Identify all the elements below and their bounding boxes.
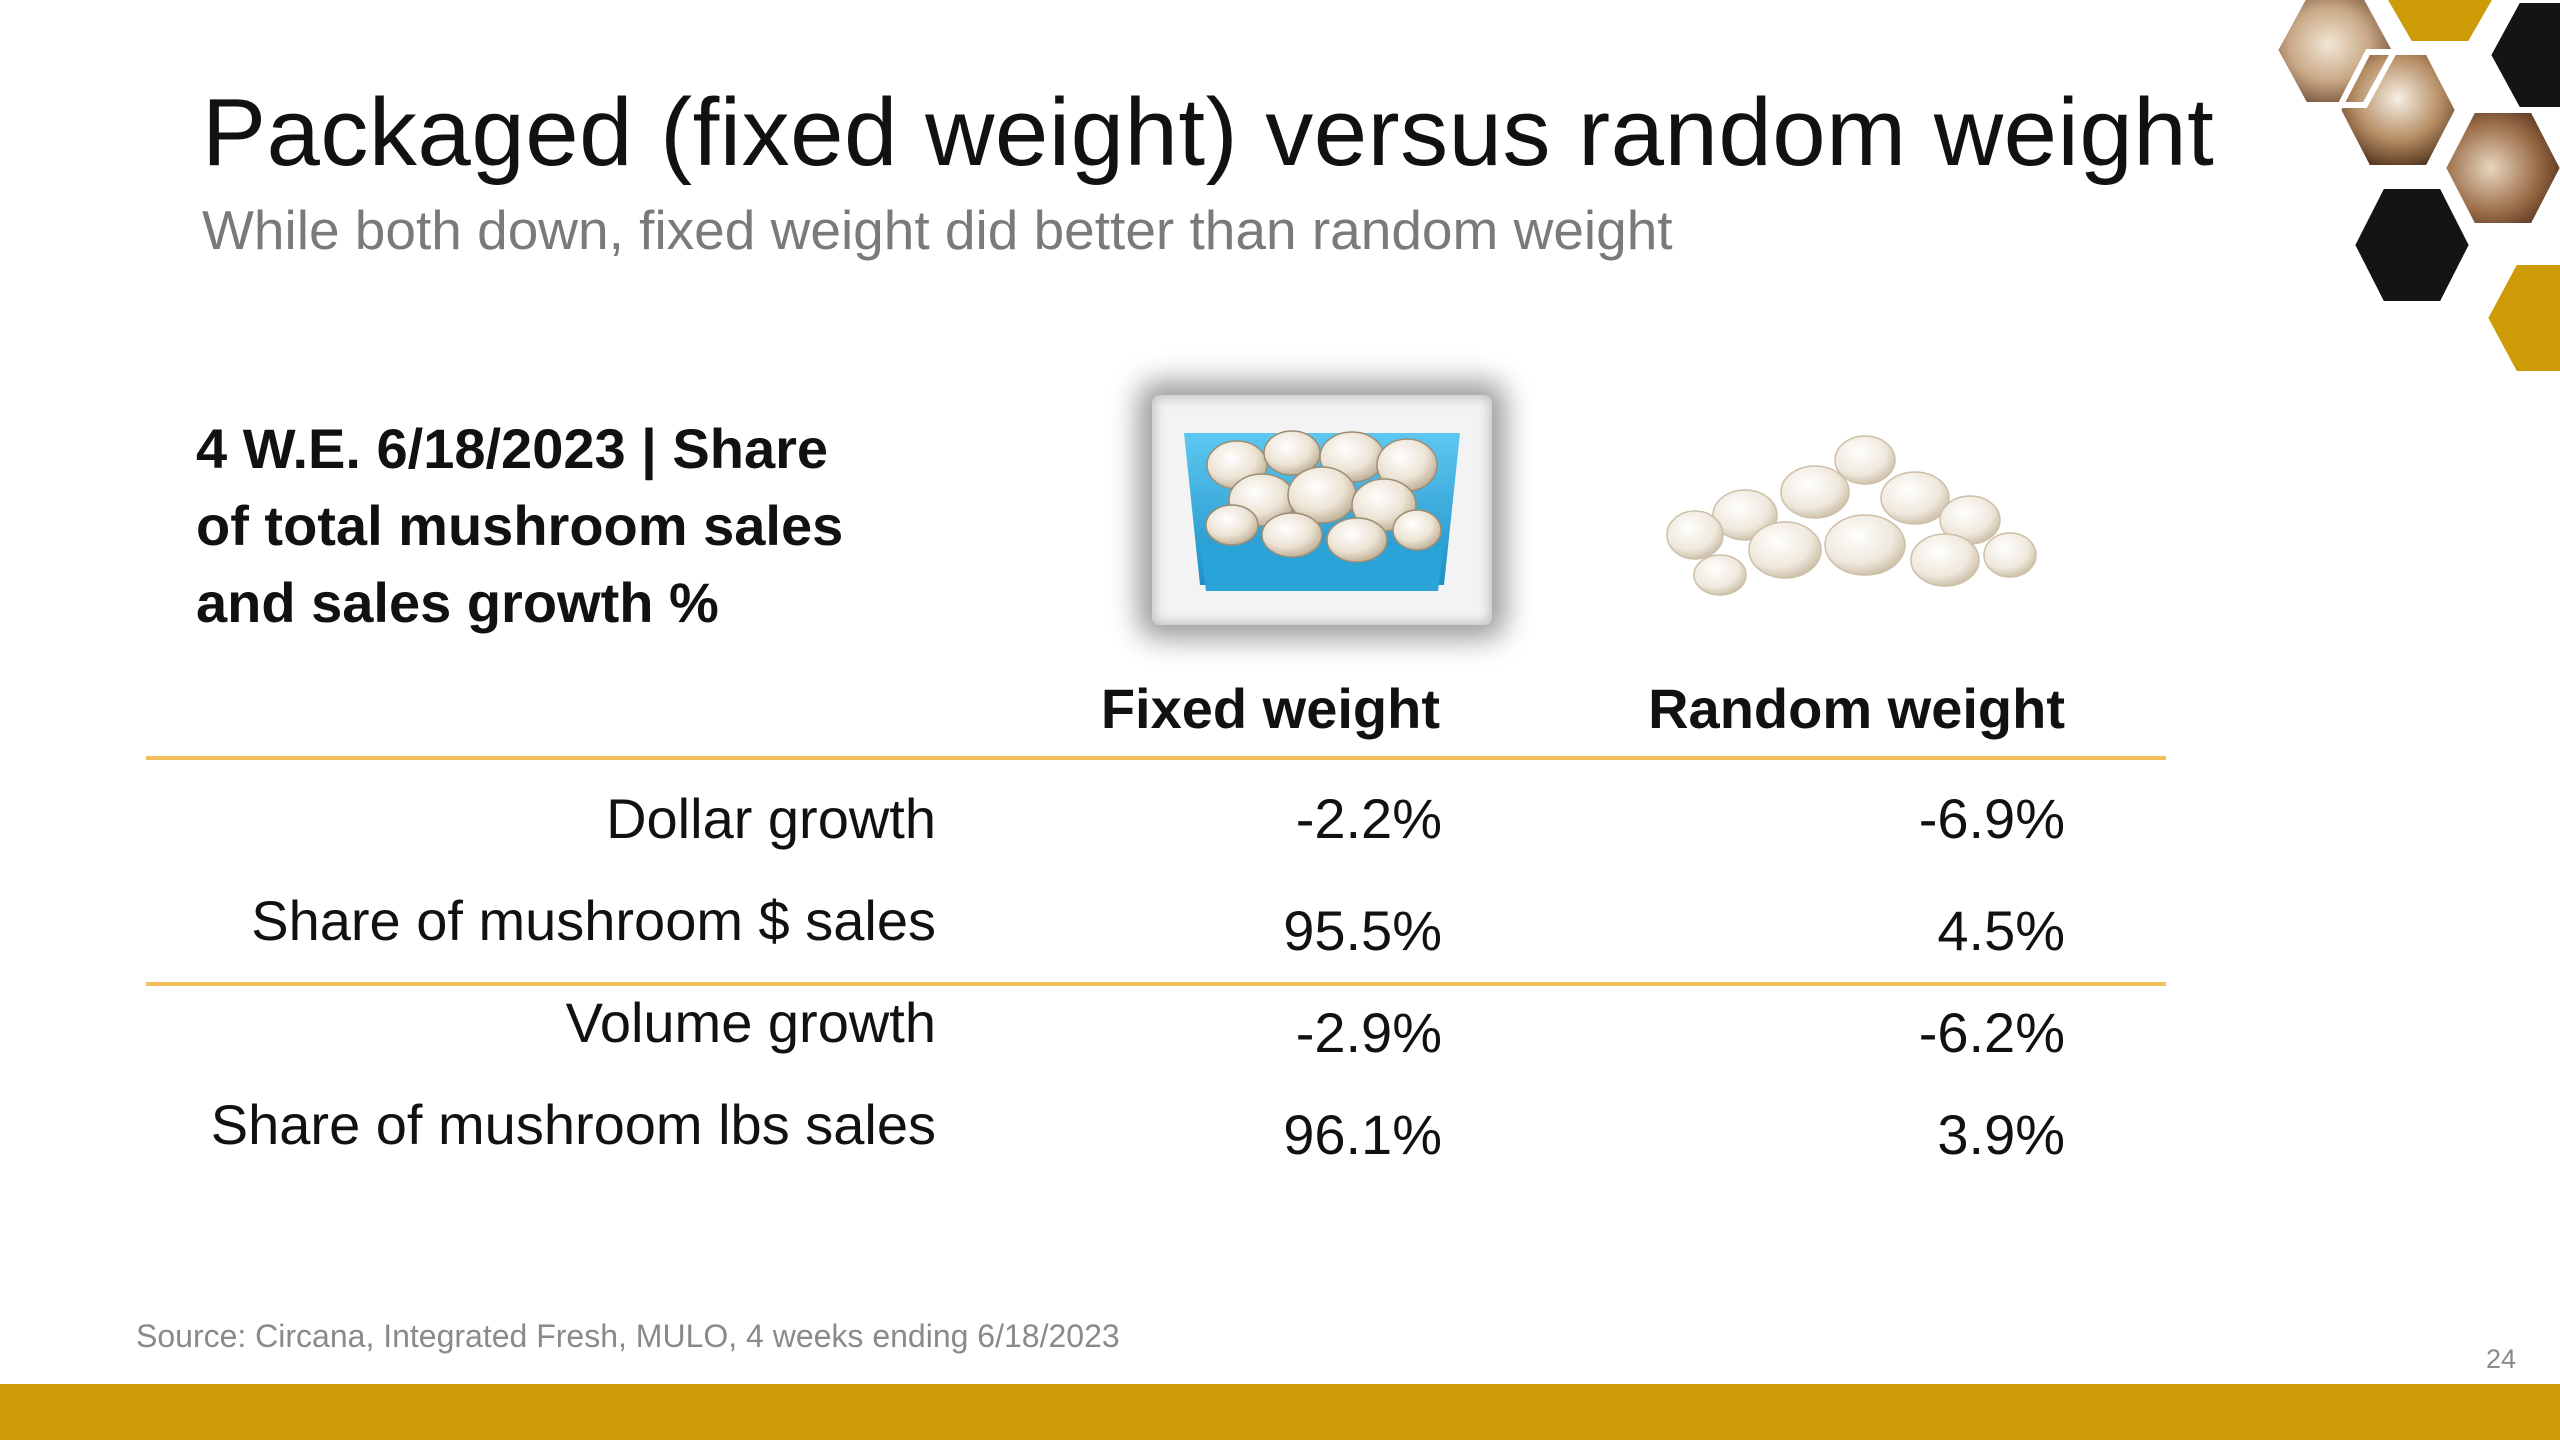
- cell-fixed-dollar-growth: -2.2%: [1295, 787, 1442, 850]
- cell-fixed-dollar-share: 95.5%: [1283, 899, 1442, 962]
- table-heading-line-2: of total mushroom sales: [196, 494, 844, 557]
- table-heading: 4 W.E. 6/18/2023 | Share of total mushro…: [196, 410, 956, 641]
- cell-random-volume-growth: -6.2%: [1918, 1001, 2065, 1064]
- hex-gold-1: [2384, 0, 2496, 44]
- column-header-random-weight: Random weight: [1648, 677, 2065, 740]
- cell-random-lbs-share: 3.9%: [1937, 1103, 2065, 1166]
- cell-random-dollar-growth: -6.9%: [1918, 787, 2065, 850]
- source-note: Source: Circana, Integrated Fresh, MULO,…: [136, 1318, 1120, 1354]
- packaged-mushrooms-image: [1152, 395, 1492, 625]
- row-label-dollar-share: Share of mushroom $ sales: [251, 889, 936, 952]
- slide-title: Packaged (fixed weight) versus random we…: [202, 79, 2215, 186]
- honeycomb-decoration: [2271, 0, 2560, 377]
- table-heading-line-1: 4 W.E. 6/18/2023 | Share: [196, 417, 829, 480]
- loose-mushrooms-image: [1666, 435, 2037, 596]
- row-label-lbs-share: Share of mushroom lbs sales: [210, 1093, 936, 1156]
- table-divider-middle: [146, 982, 2166, 986]
- cell-fixed-volume-growth: -2.9%: [1295, 1001, 1442, 1064]
- row-label-volume-growth: Volume growth: [565, 991, 936, 1054]
- table-divider-top: [146, 756, 2166, 760]
- row-label-dollar-growth: Dollar growth: [606, 787, 936, 850]
- column-header-fixed-weight: Fixed weight: [1100, 677, 1440, 740]
- page-number: 24: [2485, 1344, 2516, 1374]
- footer-band: [0, 1384, 2560, 1440]
- slide-subtitle: While both down, fixed weight did better…: [202, 199, 1673, 261]
- hex-gold-2: [2485, 262, 2560, 374]
- hex-black-2: [2352, 186, 2472, 304]
- hex-photo-2: [2338, 52, 2458, 168]
- table-heading-line-3: and sales growth %: [196, 571, 719, 634]
- cell-random-dollar-share: 4.5%: [1937, 899, 2065, 962]
- hex-photo-3: [2443, 110, 2560, 226]
- cell-fixed-lbs-share: 96.1%: [1283, 1103, 1442, 1166]
- hex-black-1: [2488, 0, 2560, 110]
